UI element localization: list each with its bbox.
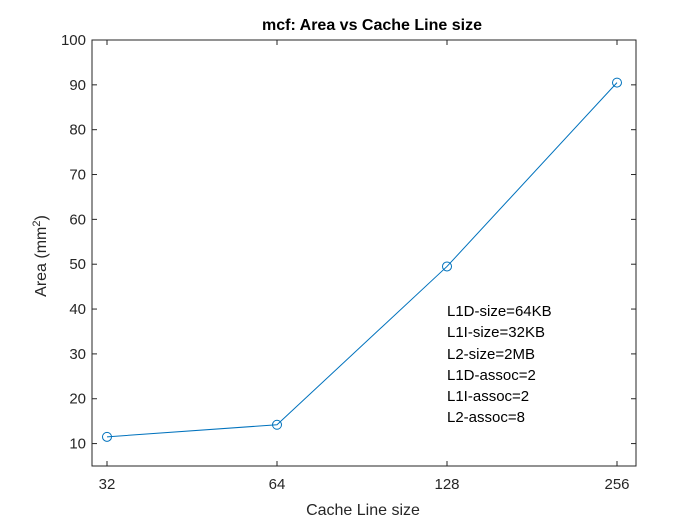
plot-area — [91, 39, 637, 467]
data-point — [612, 77, 622, 88]
annotation-line: L1I-size=32KB — [447, 324, 545, 341]
y-tick-label: 100 — [61, 32, 86, 49]
x-tick-label: 128 — [434, 476, 459, 493]
chart-title: mcf: Area vs Cache Line size — [262, 17, 482, 34]
series-line — [106, 82, 618, 438]
x-tick-label: 32 — [99, 476, 116, 493]
y-tick-label: 20 — [69, 391, 86, 408]
x-axis-label: Cache Line size — [306, 502, 420, 519]
y-tick-label: 40 — [69, 301, 86, 318]
x-tick-label: 64 — [269, 476, 286, 493]
annotation-line: L1I-assoc=2 — [447, 388, 529, 405]
x-tick-label: 256 — [604, 476, 629, 493]
y-tick-label: 70 — [69, 167, 86, 184]
y-axis-label-tail: ) — [33, 215, 50, 220]
y-axis-label: Area (mm2) — [31, 215, 50, 297]
series-group — [102, 77, 622, 442]
annotation-line: L1D-size=64KB — [447, 303, 552, 320]
y-axis-label-main: Area (mm — [33, 227, 50, 297]
y-tick-label: 30 — [69, 346, 86, 363]
annotation-line: L1D-assoc=2 — [447, 367, 536, 384]
annotation-line: L2-assoc=8 — [447, 409, 525, 426]
annotation-block: L1D-size=64KB L1I-size=32KB L2-size=2MB … — [447, 303, 552, 426]
y-axis-label-superscript: 2 — [31, 220, 43, 226]
x-ticks: 32 64 128 256 — [99, 40, 630, 493]
y-tick-label: 10 — [69, 436, 86, 453]
y-ticks: 10 20 30 40 50 60 70 80 90 100 — [61, 32, 636, 453]
y-tick-label: 60 — [69, 211, 86, 228]
data-point — [272, 419, 282, 430]
data-point — [442, 261, 452, 272]
y-tick-label: 50 — [69, 256, 86, 273]
y-tick-label: 90 — [69, 77, 86, 94]
annotation-line: L2-size=2MB — [447, 346, 535, 363]
data-point — [102, 431, 112, 442]
y-tick-label: 80 — [69, 122, 86, 139]
